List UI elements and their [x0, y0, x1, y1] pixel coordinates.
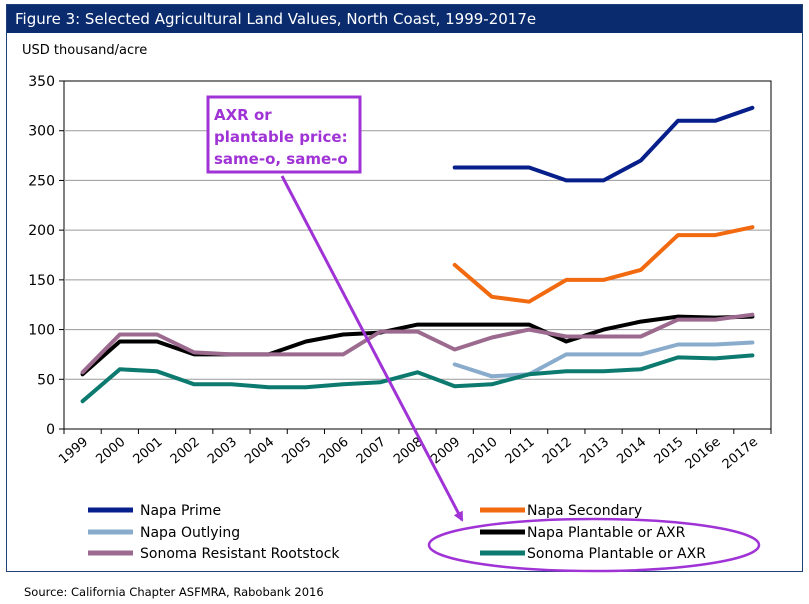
annotation-arrow — [280, 175, 464, 522]
x-tick-label: 2004 — [242, 435, 277, 468]
x-tick-label: 2001 — [131, 435, 166, 468]
y-tick-label: 350 — [28, 74, 55, 90]
series-lines — [80, 105, 755, 404]
x-tick-label: 2013 — [577, 435, 612, 468]
x-tick-label: 2015 — [652, 435, 687, 468]
x-tick-label: 2006 — [317, 435, 352, 468]
annotation-ellipse — [427, 517, 761, 573]
x-tick-label: 2016e — [683, 435, 724, 473]
y-axis-label: USD thousand/acre — [22, 43, 147, 58]
legend: Napa Prime Napa Secondary Napa Outlying Nap… — [88, 503, 706, 562]
x-tick-label: 2000 — [93, 435, 128, 468]
series-line-napa-secondary — [452, 225, 755, 304]
annotation-line-3: same-o, same-o — [214, 150, 348, 168]
x-tick-label: 2005 — [279, 435, 314, 468]
x-tick-label: 2010 — [465, 435, 500, 468]
figure-title: Figure 3: Selected Agricultural Land Val… — [7, 5, 802, 33]
annotation-callout: AXR or plantable price: same-o, same-o — [206, 95, 761, 573]
legend-label: Napa Secondary — [527, 503, 642, 519]
y-tick-label: 300 — [28, 124, 55, 140]
y-tick-label: 250 — [28, 173, 55, 189]
series-line-napa-outlying — [452, 340, 755, 379]
annotation-line-1: AXR or — [214, 106, 272, 124]
y-axis-ticks: 0 50 100 150 200 250 300 350 — [28, 74, 64, 438]
x-tick-label: 2014 — [614, 435, 649, 468]
x-tick-label: 2007 — [354, 435, 389, 468]
y-tick-label: 150 — [28, 273, 55, 289]
legend-label: Napa Outlying — [140, 525, 240, 541]
x-tick-label: 1999 — [56, 435, 91, 468]
legend-label: Sonoma Plantable or AXR — [527, 546, 706, 562]
series-line-sonoma-plantable-or-axr — [80, 353, 755, 404]
x-axis-ticks: 1999 2000 2001 2002 2003 2004 2005 2006 2007 2008… — [56, 429, 772, 473]
x-tick-label: 2012 — [540, 435, 575, 468]
x-tick-label: 2011 — [503, 435, 538, 468]
y-tick-label: 100 — [28, 323, 55, 339]
y-tick-label: 200 — [28, 223, 55, 239]
source-note: Source: California Chapter ASFMRA, Rabob… — [24, 585, 324, 599]
legend-label: Napa Prime — [140, 503, 221, 519]
y-tick-label: 0 — [46, 422, 55, 438]
x-tick-label: 2002 — [168, 435, 203, 468]
annotation-box — [206, 95, 362, 174]
legend-label: Napa Plantable or AXR — [527, 525, 686, 541]
series-line-napa-prime — [452, 105, 755, 183]
x-tick-label: 2017e — [720, 435, 761, 473]
series-line-sonoma-resistant-rootstock — [80, 312, 755, 375]
annotation-line-2: plantable price: — [214, 128, 348, 146]
x-tick-label: 2003 — [205, 435, 240, 468]
legend-label: Sonoma Resistant Rootstock — [140, 546, 340, 562]
y-tick-label: 50 — [37, 372, 55, 388]
